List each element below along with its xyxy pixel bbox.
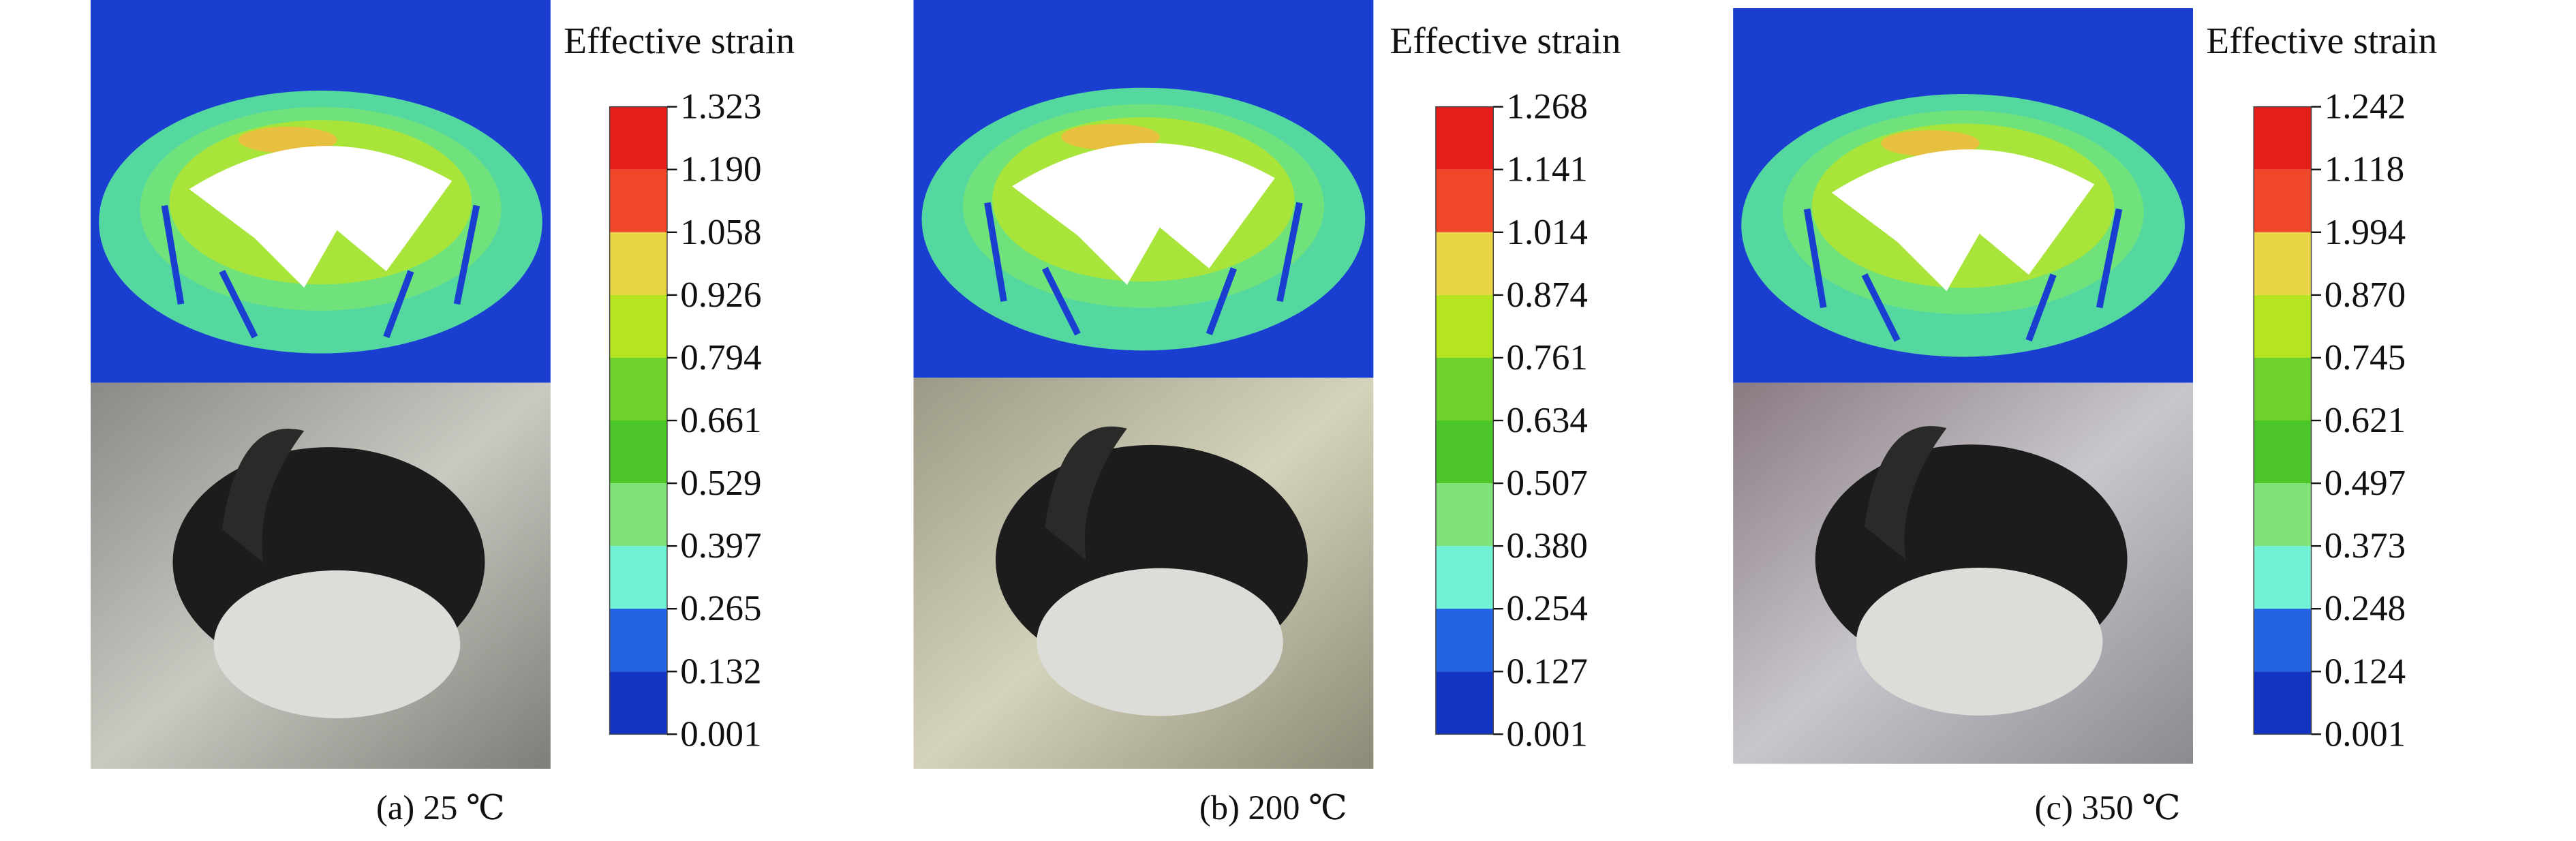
legend-title: Effective strain xyxy=(2206,20,2437,61)
deformed-hole xyxy=(1012,142,1275,285)
colorbar-tick-label: 1.141 xyxy=(1507,150,1588,189)
colorbar-tick-label: 0.874 xyxy=(1507,275,1588,315)
colorbar-tick-label: 1.242 xyxy=(2325,87,2406,127)
photo-petal xyxy=(1045,426,1127,560)
colorbar-band xyxy=(609,357,667,420)
colorbar-band xyxy=(2254,106,2312,170)
colorbar-tick-label: 1.014 xyxy=(1507,213,1588,252)
photo-hole-floor xyxy=(1037,568,1283,716)
colorbar-band xyxy=(2254,483,2312,547)
colorbar-band xyxy=(1435,546,1494,609)
photo-hole-floor xyxy=(1856,567,2103,716)
colorbar-band xyxy=(2254,232,2312,295)
photo-hole-floor xyxy=(213,570,461,718)
colorbar-tick-label: 1.268 xyxy=(1507,87,1588,127)
colorbar-tick-label: 0.497 xyxy=(2325,463,2406,503)
colorbar-tick-label: 0.661 xyxy=(680,401,761,440)
colorbar-tick-label: 0.507 xyxy=(1507,463,1588,503)
colorbar-tick-label: 0.248 xyxy=(2325,589,2406,628)
colorbar-band xyxy=(609,294,667,358)
colorbar-tick-label: 0.380 xyxy=(1507,526,1588,566)
deformed-hole xyxy=(189,146,453,288)
colorbar-tick-label: 0.397 xyxy=(680,526,761,566)
colorbar-band xyxy=(1435,232,1494,295)
colorbar-tick-label: 0.373 xyxy=(2325,526,2406,566)
colorbar-band xyxy=(2254,420,2312,484)
colorbar-band xyxy=(1435,106,1494,170)
colorbar-band xyxy=(609,609,667,672)
colorbar-tick-label: 0.127 xyxy=(1507,652,1588,691)
colorbar-band xyxy=(1435,294,1494,358)
colorbar-tick-label: 0.254 xyxy=(1507,589,1588,628)
colorbar-band xyxy=(2254,357,2312,420)
colorbar-tick-label: 1.190 xyxy=(680,150,761,189)
colorbar-tick-label: 0.926 xyxy=(680,275,761,315)
colorbar-band xyxy=(609,483,667,547)
colorbar-tick-label: 0.001 xyxy=(680,714,761,754)
colorbar-tick-label: 0.761 xyxy=(1507,338,1588,378)
photo-petal xyxy=(221,429,305,562)
petal-edges xyxy=(984,202,1303,336)
panel-caption: (b) 200 ℃ xyxy=(1199,789,1347,827)
colorbar-band xyxy=(1435,671,1494,735)
petal-edges xyxy=(1803,208,2123,342)
colorbar-band xyxy=(1435,357,1494,420)
panel-caption: (a) 25 ℃ xyxy=(376,789,505,827)
colorbar-tick-label: 0.634 xyxy=(1507,401,1588,440)
petal-edges xyxy=(161,204,480,339)
colorbar-tick-label: 0.001 xyxy=(2325,714,2406,754)
colorbar-tick-label: 0.132 xyxy=(680,652,761,691)
deformed-hole xyxy=(1831,149,2095,292)
colorbar-band xyxy=(1435,609,1494,672)
colorbar-band xyxy=(2254,609,2312,672)
colorbar-tick-label: 0.621 xyxy=(2325,401,2406,440)
colorbar-band xyxy=(609,546,667,609)
legend-title: Effective strain xyxy=(564,20,795,61)
colorbar-band xyxy=(609,232,667,295)
colorbar-tick-label: 0.745 xyxy=(2325,338,2406,378)
colorbar-tick-label: 0.265 xyxy=(680,589,761,628)
colorbar-tick-label: 0.794 xyxy=(680,338,761,378)
colorbar-tick-label: 0.001 xyxy=(1507,714,1588,754)
photo-petal xyxy=(1864,426,1947,560)
colorbar-tick-label: 1.118 xyxy=(2325,150,2404,189)
colorbar-band xyxy=(1435,420,1494,484)
colorbar-tick-label: 1.994 xyxy=(2325,213,2406,252)
colorbar-band xyxy=(2254,671,2312,735)
colorbar-band xyxy=(2254,546,2312,609)
colorbar-band xyxy=(2254,294,2312,358)
colorbar-band xyxy=(609,169,667,232)
colorbar-band xyxy=(609,106,667,170)
colorbar-band xyxy=(2254,169,2312,232)
colorbar-tick-label: 0.124 xyxy=(2325,652,2406,691)
colorbar-band xyxy=(1435,483,1494,547)
colorbar-tick-label: 1.323 xyxy=(680,87,761,127)
panel-caption: (c) 350 ℃ xyxy=(2035,789,2181,827)
colorbar-band xyxy=(609,671,667,735)
colorbar-tick-label: 1.058 xyxy=(680,213,761,252)
colorbar-tick-label: 0.870 xyxy=(2325,275,2406,315)
colorbar-band xyxy=(609,420,667,484)
legend-title: Effective strain xyxy=(1390,20,1621,61)
colorbar-tick-label: 0.529 xyxy=(680,463,761,503)
colorbar-band xyxy=(1435,169,1494,232)
